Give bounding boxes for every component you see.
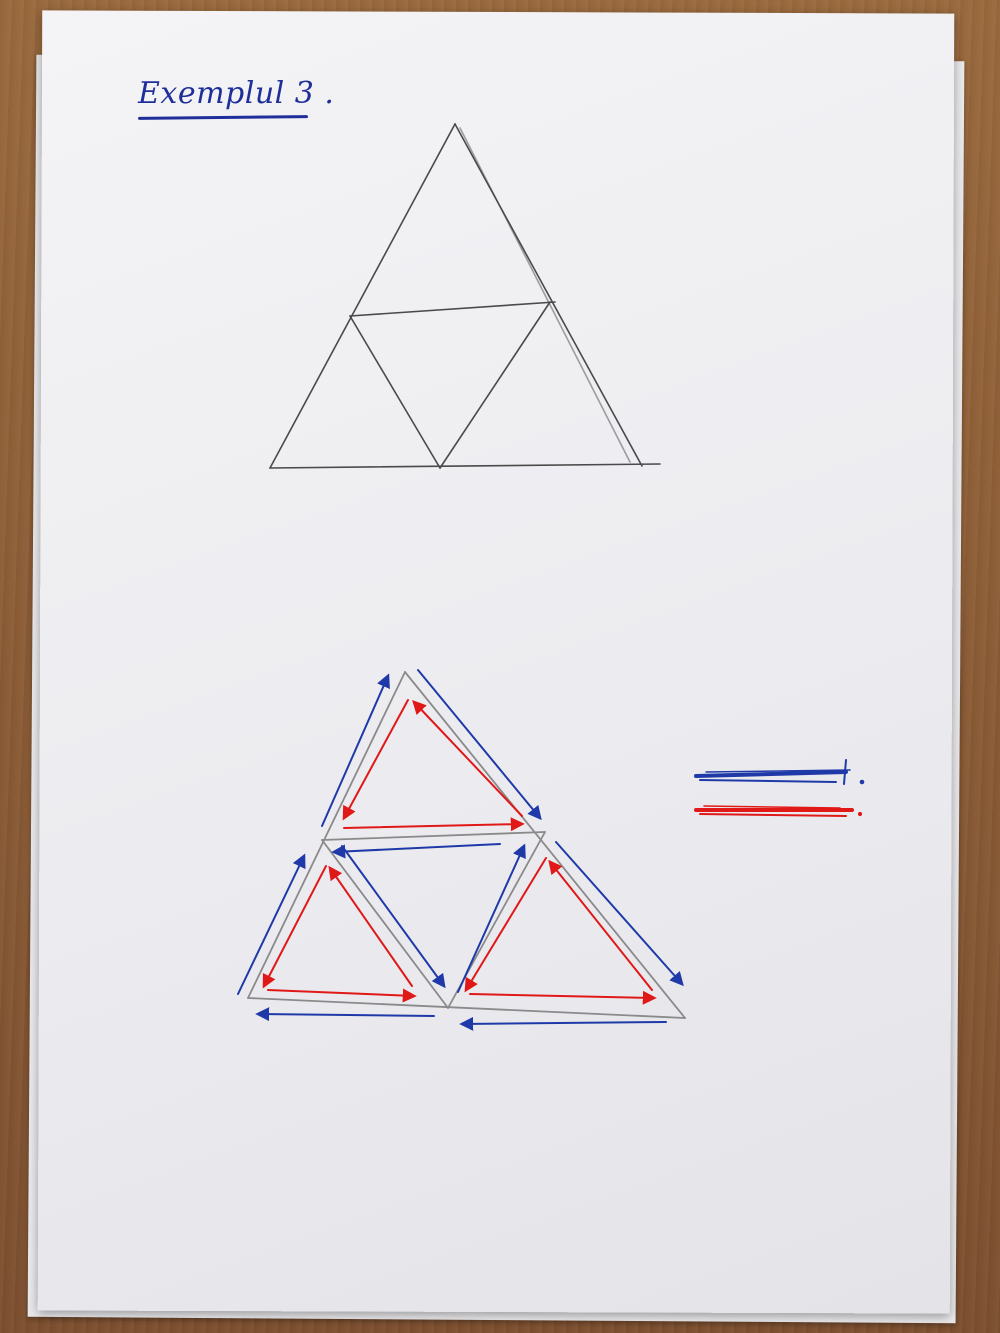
blue-arrow-base-left — [255, 1007, 435, 1022]
pencil-outer-right-double — [459, 127, 631, 463]
blue-arrow-inner-right-up — [457, 843, 526, 993]
pencil-outer-right — [454, 123, 643, 467]
red-arrow-left-right-up — [328, 865, 413, 987]
blue-arrow-top-right-down — [417, 669, 542, 821]
red-arrow-right-right-up — [548, 859, 653, 991]
pencil-inner-right — [439, 301, 551, 469]
pencil-outer-left — [269, 123, 456, 469]
pencil-inner-left — [349, 315, 441, 469]
gray-outer-right — [404, 671, 686, 1019]
red-arrow-top-base-right — [343, 817, 525, 832]
blue-arrow-top-left-up — [321, 673, 390, 827]
red-arrow-right-left-down — [464, 857, 547, 993]
pencil-triangle — [269, 123, 661, 469]
red-arrow-left-base-right — [267, 988, 417, 1003]
gray-base — [247, 997, 686, 1019]
pencil-mid-horizontal — [349, 301, 556, 317]
legend-blue-swatch — [694, 759, 865, 785]
blue-arrow-base-right — [459, 1016, 667, 1031]
page-title: Exemplul 3 . — [138, 76, 335, 111]
blue-arrows — [237, 669, 684, 1031]
gray-outer-left — [247, 671, 406, 999]
gray-mid-horizontal — [321, 831, 546, 841]
blue-arrow-mid-left — [331, 843, 501, 859]
gray-inner-left — [321, 839, 449, 1009]
legend-red-swatch — [694, 805, 863, 817]
blue-arrow-lower-left-up — [237, 853, 306, 995]
red-arrow-left-left-down — [262, 865, 327, 989]
red-arrow-right-base-right — [469, 990, 657, 1005]
blue-arrow-inner-left-down — [341, 845, 446, 989]
pencil-base — [269, 463, 661, 469]
legend — [694, 759, 865, 817]
red-arrow-top-right-up — [412, 699, 523, 817]
red-arrow-top-left-down — [342, 699, 409, 821]
blue-arrow-lower-right-down — [555, 841, 684, 987]
red-arrows — [262, 699, 657, 1005]
